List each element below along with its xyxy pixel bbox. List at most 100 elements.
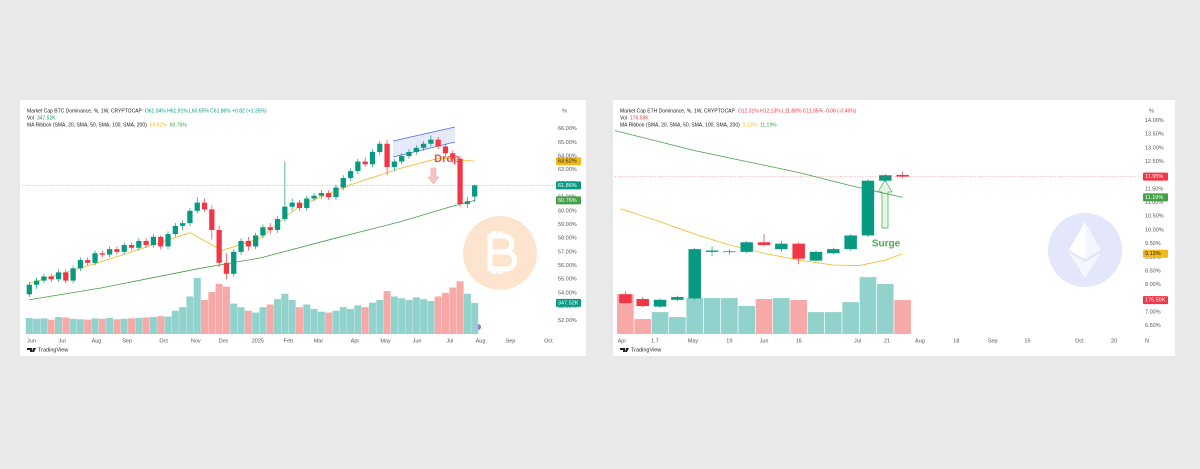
chart: 6.50%7.00%7.50%8.00%8.50%9.00%9.50%10.00… xyxy=(615,108,1168,353)
volume-bar xyxy=(193,277,201,334)
y-tick-label: 59.00% xyxy=(558,222,577,228)
candle-body xyxy=(209,209,215,230)
y-tick-label: 12.50% xyxy=(1145,159,1164,165)
y-tick-label: 11.00% xyxy=(1145,200,1163,206)
x-tick-label: 15 xyxy=(1024,338,1030,344)
candle-body xyxy=(896,174,909,177)
y-tick-label: 64.00% xyxy=(558,154,577,160)
y-tick-label: 13.00% xyxy=(1145,145,1164,151)
candle-body xyxy=(128,245,135,248)
volume-bar xyxy=(252,312,260,334)
x-tick-label: Jun xyxy=(760,338,769,344)
volume-bar xyxy=(76,319,84,334)
volume-bar xyxy=(47,319,55,334)
volume-bar xyxy=(106,317,114,334)
volume-bar xyxy=(361,307,369,334)
volume-bar xyxy=(463,293,471,334)
ma-value: 11.19% xyxy=(760,122,777,128)
bitcoin-logo xyxy=(463,216,537,290)
candle-body xyxy=(435,139,441,147)
volume-bar xyxy=(398,298,406,334)
chart-title: Market Cap BTC Dominance, %, 1W, CRYPTOC… xyxy=(27,108,143,114)
candle-body xyxy=(311,195,317,199)
candle-body xyxy=(180,223,186,226)
candle-body xyxy=(85,260,91,263)
x-tick-label: Nov xyxy=(191,338,201,344)
candle-body xyxy=(347,171,354,178)
y-tick-label: 54.00% xyxy=(558,290,577,296)
volume-bar xyxy=(441,292,449,334)
ma-value-box xyxy=(556,157,581,166)
candle-body xyxy=(260,227,266,236)
volume-bar xyxy=(405,300,413,334)
candle-body xyxy=(41,276,47,281)
ma-value-box xyxy=(1143,249,1168,258)
volume-bar xyxy=(721,298,738,334)
candle-body xyxy=(792,243,805,259)
volume-bar xyxy=(339,307,347,334)
candle-body xyxy=(201,202,208,210)
drop-arrow xyxy=(427,167,440,185)
volume-bar xyxy=(179,307,187,334)
ma-name: MA Ribbon (SMA, 20, SMA, 50, SMA, 100, S… xyxy=(27,122,147,128)
volume-bar xyxy=(412,297,420,334)
volume-bar xyxy=(383,291,391,334)
plot-area xyxy=(615,130,911,334)
x-tick-label: 20 xyxy=(1111,338,1117,344)
volume-bar xyxy=(230,303,238,334)
candle-body xyxy=(121,245,127,252)
ma-line xyxy=(29,200,475,301)
ma-value-label: 11.19% xyxy=(1145,195,1163,201)
candle-body xyxy=(150,236,157,246)
volume-value-label: 176.59K xyxy=(1145,298,1166,304)
volume-value: 176.59K xyxy=(630,115,649,121)
candle-body xyxy=(63,272,69,281)
y-tick-label: 6.50% xyxy=(1145,323,1161,329)
x-tick-label: 1.7 xyxy=(651,338,659,344)
volume-value-box xyxy=(556,298,581,307)
candle-body xyxy=(143,240,149,246)
candle-body xyxy=(231,251,237,274)
candle-body xyxy=(757,242,771,246)
volume-bar xyxy=(266,304,274,334)
candle-body xyxy=(245,240,251,247)
volume-bar xyxy=(69,318,77,334)
candle-body xyxy=(844,235,857,250)
y-tick-label: 8.50% xyxy=(1145,268,1161,274)
volume-bar xyxy=(222,286,230,334)
candle-body xyxy=(187,210,193,224)
volume-bar xyxy=(634,319,652,334)
volume-bar xyxy=(33,318,41,334)
volume-bar xyxy=(208,291,216,334)
volume-bar xyxy=(790,299,807,334)
volume-value-label: 347.52K xyxy=(558,300,579,306)
candle-body xyxy=(158,236,164,247)
candle-body xyxy=(136,240,142,248)
volume-bar xyxy=(25,317,33,334)
last-price-label: 11.95% xyxy=(1145,174,1163,180)
volume-bar xyxy=(84,319,92,334)
volume-bar xyxy=(259,307,267,334)
candle-body xyxy=(671,297,684,300)
volume-bar xyxy=(651,312,669,334)
candle-body xyxy=(653,299,667,307)
brand: TradingView xyxy=(38,347,68,353)
y-tick-label: 60.00% xyxy=(558,208,577,214)
x-tick-label: Aug xyxy=(915,338,925,344)
volume-bar xyxy=(274,299,282,334)
volume-bar xyxy=(62,317,70,334)
volume-bar xyxy=(186,296,194,334)
candle-body xyxy=(688,249,701,299)
volume-bar xyxy=(215,283,223,334)
last-price-label: 61.86% xyxy=(558,183,577,189)
x-tick-label: Dec xyxy=(219,338,229,344)
volume-bar xyxy=(303,304,311,334)
y-tick-label: 53.00% xyxy=(558,304,577,310)
y-tick-label: 14.00% xyxy=(1145,118,1164,124)
candle-body xyxy=(464,201,471,204)
y-tick-label: 11.50% xyxy=(1145,186,1163,192)
volume-bar xyxy=(669,317,686,334)
ma-value-label: 9.13% xyxy=(1145,251,1161,257)
y-tick-label: 52.00% xyxy=(558,318,577,324)
x-tick-label: May xyxy=(380,338,391,344)
